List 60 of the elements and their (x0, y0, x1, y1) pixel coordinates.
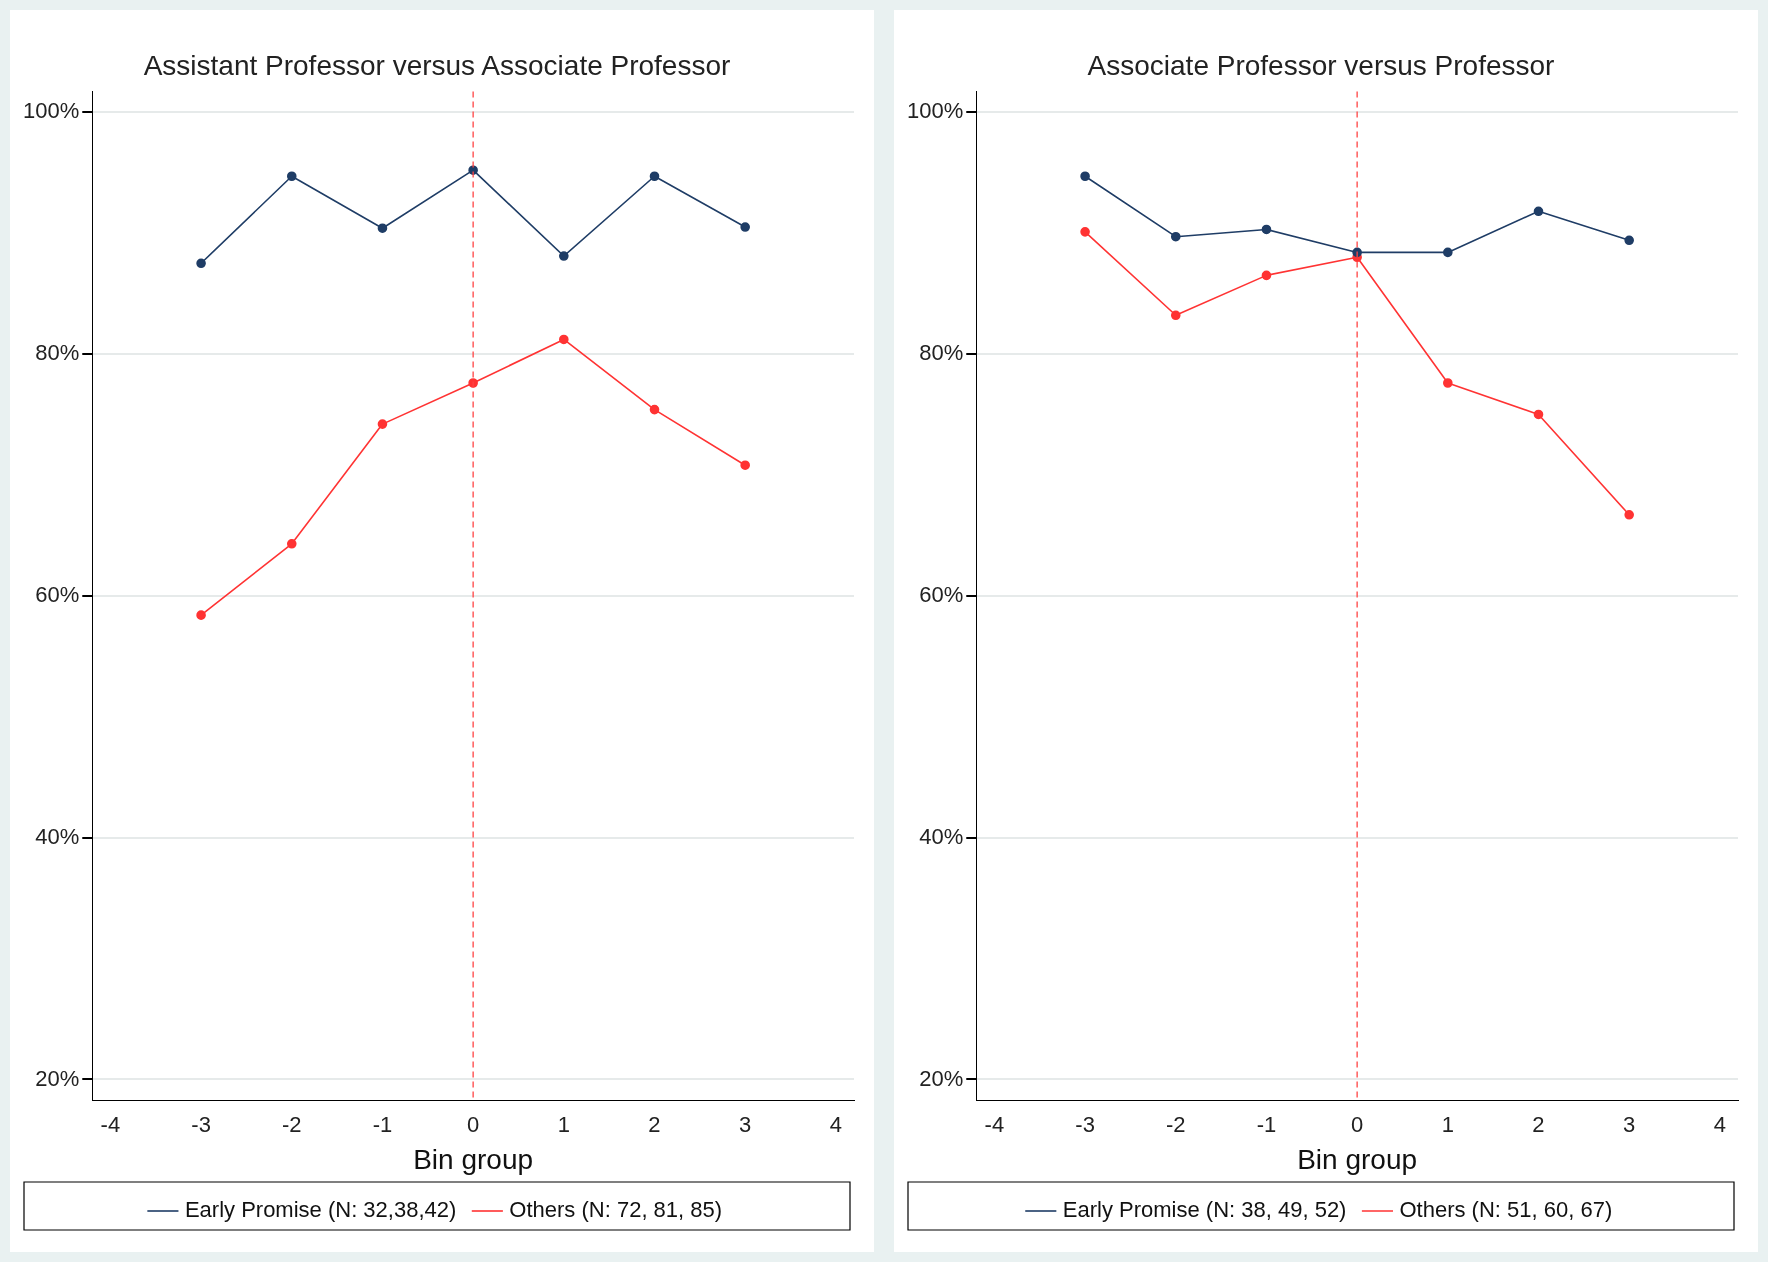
x-tick-label: -2 (1165, 1112, 1186, 1138)
x-tick-label: 3 (1623, 1112, 1636, 1138)
legend-label: Early Promise (N: 38, 49, 52) (1062, 1197, 1347, 1223)
legend-label: Others (N: 72, 81, 85) (509, 1197, 723, 1223)
x-tick-label: 0 (467, 1112, 480, 1138)
x-axis-title: Bin group (1297, 1143, 1418, 1175)
point (286, 171, 297, 182)
point (1443, 378, 1453, 388)
chart-title: Assistant Professor versus Associate Professor (143, 49, 731, 81)
x-tick-label: 1 (557, 1112, 570, 1138)
point (196, 258, 206, 269)
x-tick-label: 2 (1532, 1112, 1545, 1138)
y-tick-label: 100% (22, 98, 80, 124)
point (1443, 247, 1453, 258)
point (1261, 224, 1272, 235)
legend-label: Others (N: 51, 60, 67) (1399, 1197, 1613, 1223)
y-tick-label: 40% (35, 823, 80, 849)
x-tick-label: 3 (739, 1112, 752, 1138)
point (649, 404, 660, 415)
x-tick-label: -4 (984, 1112, 1005, 1138)
x-tick-label: -4 (100, 1112, 121, 1138)
point (559, 251, 569, 261)
x-tick-label: -3 (1075, 1112, 1095, 1138)
x-tick-label: 2 (648, 1112, 661, 1138)
y-tick-label: 20% (35, 1065, 80, 1091)
point (1170, 310, 1181, 321)
y-tick-label: 60% (919, 581, 964, 607)
legend-label: Early Promise (N: 32,38,42) (184, 1197, 457, 1223)
x-tick-label: 4 (829, 1112, 842, 1138)
y-tick-label: 80% (919, 340, 964, 366)
point (1624, 509, 1634, 520)
point (1533, 409, 1544, 420)
y-tick-label: 100% (906, 98, 964, 124)
point (1533, 206, 1544, 217)
y-tick-label: 40% (919, 823, 964, 849)
point (286, 539, 297, 549)
x-tick-label: -2 (281, 1112, 302, 1138)
point (377, 223, 388, 234)
y-tick-label: 60% (35, 581, 80, 607)
x-tick-label: 1 (1441, 1112, 1454, 1138)
y-tick-label: 20% (919, 1065, 964, 1091)
point (1080, 227, 1090, 237)
point (1080, 171, 1090, 182)
x-tick-label: -3 (191, 1112, 211, 1138)
x-tick-label: -1 (1256, 1112, 1277, 1138)
x-tick-label: -1 (372, 1112, 393, 1138)
chart-title: Associate Professor versus Professor (1087, 49, 1555, 81)
point (1261, 270, 1272, 281)
point (740, 222, 750, 232)
x-axis-title: Bin group (413, 1143, 534, 1175)
point (649, 171, 660, 182)
x-tick-label: 4 (1713, 1112, 1726, 1138)
x-tick-label: 0 (1351, 1112, 1364, 1138)
point (1624, 235, 1634, 246)
point (377, 419, 388, 429)
point (740, 460, 750, 471)
point (1170, 231, 1181, 242)
point (196, 610, 206, 620)
y-tick-label: 80% (35, 340, 80, 366)
point (559, 334, 569, 345)
